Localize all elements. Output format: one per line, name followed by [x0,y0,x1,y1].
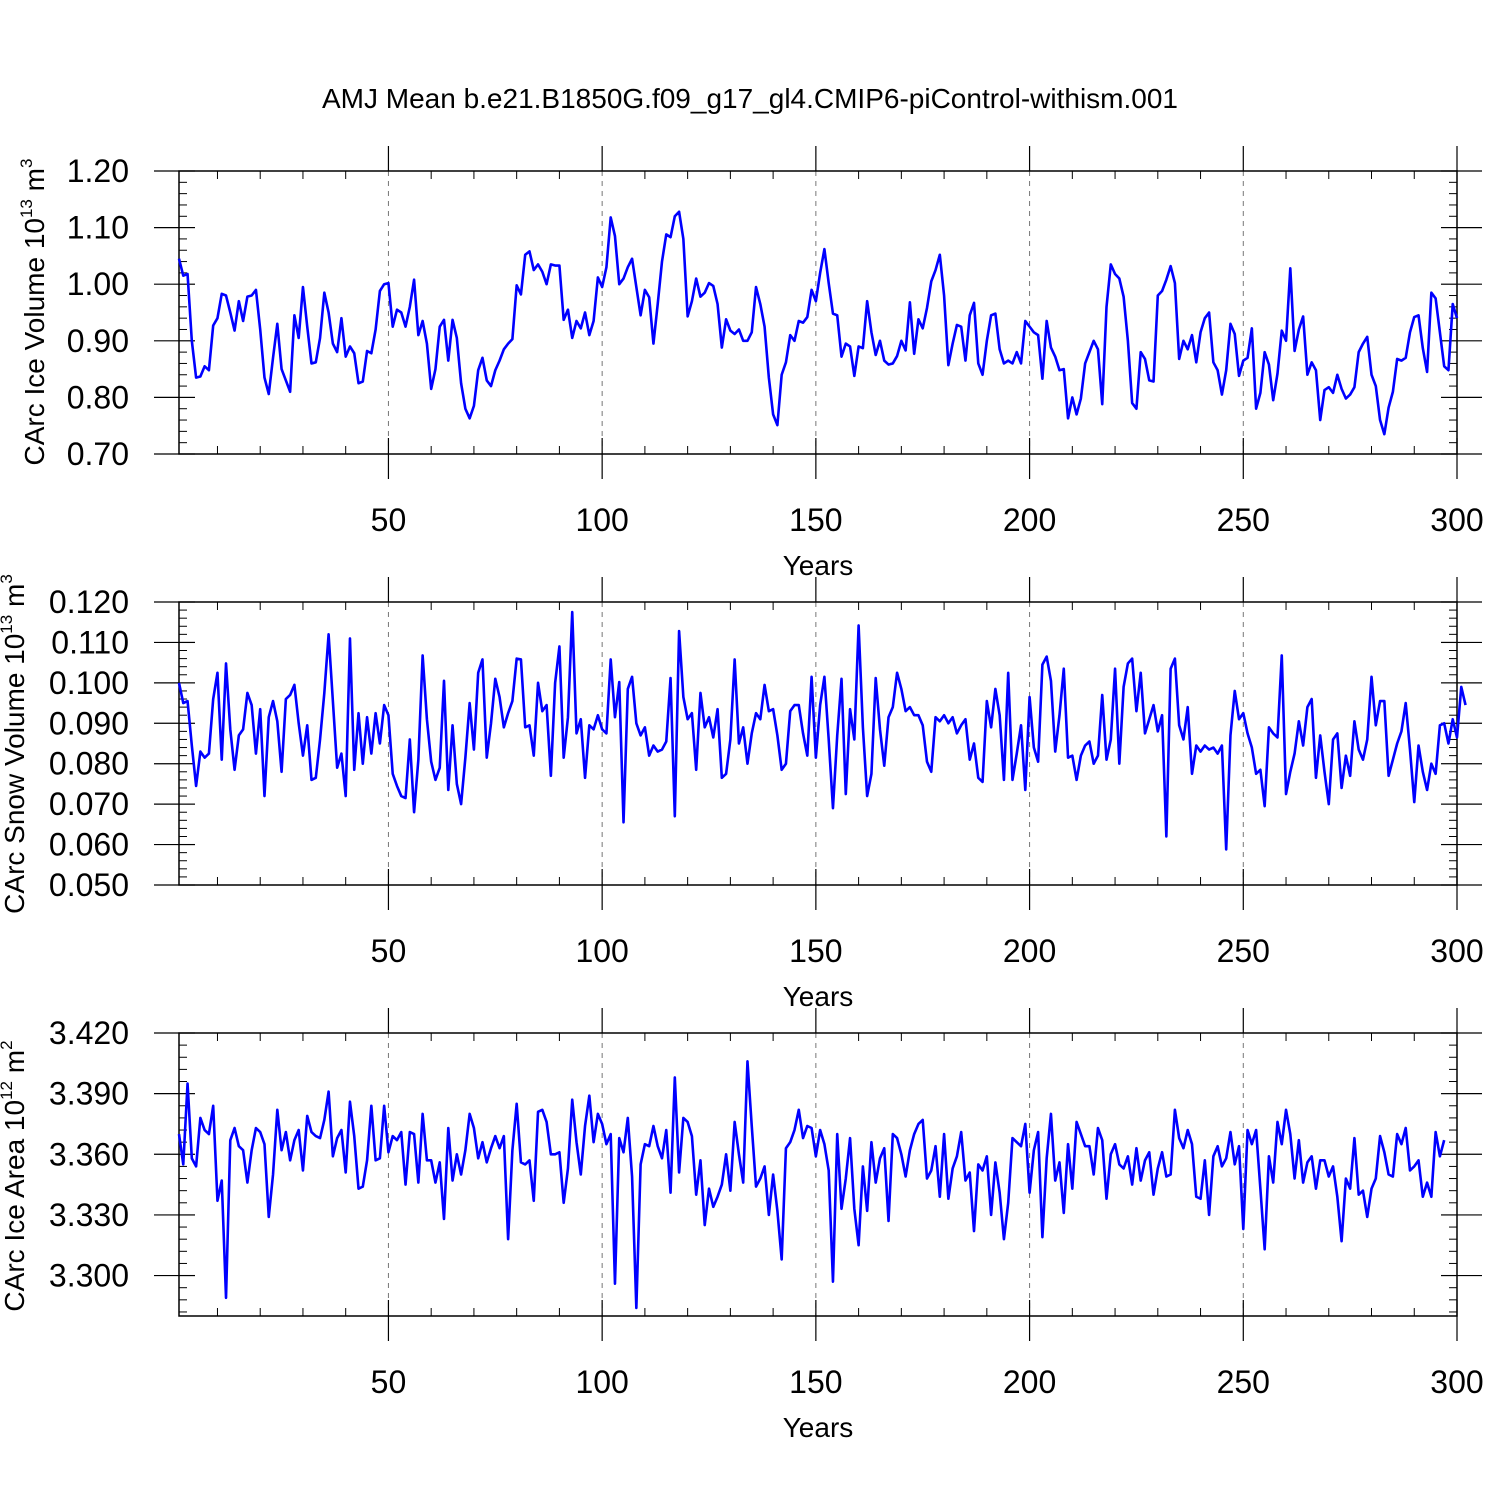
x-axis-label: Years [783,981,854,1012]
x-tick-label: 200 [1003,1364,1056,1400]
x-tick-label: 250 [1217,933,1270,969]
y-tick-label: 0.070 [49,786,129,822]
panel-ice-volume: 50 100 150 200 250 300 0.70 0.80 0.90 1.00 1.10 1.2… [17,146,1484,581]
x-tick-label: 50 [371,502,407,538]
y-tick-label: 0.80 [67,379,129,415]
y-tick-label: 3.420 [49,1015,129,1051]
x-axis-label: Years [783,550,854,581]
x-tick-label: 250 [1217,1364,1270,1400]
plot-frame [178,170,1458,455]
y-tick-label: 0.080 [49,746,129,782]
plot-frame [178,1032,1458,1317]
plot-frame [178,601,1458,886]
y-axis-label: CArc Ice Area 1012 m2 [0,1040,30,1311]
series-line [177,1060,1446,1310]
panel-ice-area: 50 100 150 200 250 300 3.300 3.330 3.360 3.390 3.4… [0,1008,1484,1443]
series-line [177,610,1467,851]
x-tick-label: 300 [1430,1364,1483,1400]
x-tick-label: 100 [575,1364,628,1400]
x-tick-label: 150 [789,933,842,969]
panel-snow-volume: 50 100 150 200 250 300 0.050 0.060 0.070 0.080 0.0… [0,574,1484,1012]
y-axis-label: CArc Ice Volume 1013 m3 [17,159,50,466]
x-tick-label: 150 [789,1364,842,1400]
y-tick-label: 0.100 [49,665,129,701]
y-tick-label: 3.300 [49,1258,129,1294]
x-tick-label: 300 [1430,502,1483,538]
figure-title: AMJ Mean b.e21.B1850G.f09_g17_gl4.CMIP6-… [322,83,1178,114]
y-tick-label: 3.330 [49,1197,129,1233]
y-tick-label: 0.120 [49,584,129,620]
x-tick-label: 50 [371,933,407,969]
y-tick-label: 0.110 [51,624,129,660]
x-tick-label: 100 [575,933,628,969]
y-tick-label: 0.060 [49,827,129,863]
y-tick-label: 0.90 [67,323,129,359]
x-tick-label: 100 [575,502,628,538]
y-tick-label: 0.70 [67,436,129,472]
x-tick-label: 200 [1003,502,1056,538]
y-tick-label: 0.050 [49,867,129,903]
x-tick-label: 300 [1430,933,1483,969]
y-tick-label: 3.390 [49,1076,129,1112]
x-tick-label: 50 [371,1364,407,1400]
y-tick-label: 1.00 [67,266,129,302]
x-axis-label: Years [783,1412,854,1443]
x-tick-label: 150 [789,502,842,538]
series-line [177,210,1459,436]
y-tick-label: 1.20 [67,153,129,189]
y-axis-label: CArc Snow Volume 1013 m3 [0,574,30,914]
y-tick-label: 1.10 [67,210,129,246]
x-tick-label: 250 [1217,502,1270,538]
x-tick-label: 200 [1003,933,1056,969]
y-tick-label: 0.090 [49,705,129,741]
y-tick-label: 3.360 [49,1136,129,1172]
